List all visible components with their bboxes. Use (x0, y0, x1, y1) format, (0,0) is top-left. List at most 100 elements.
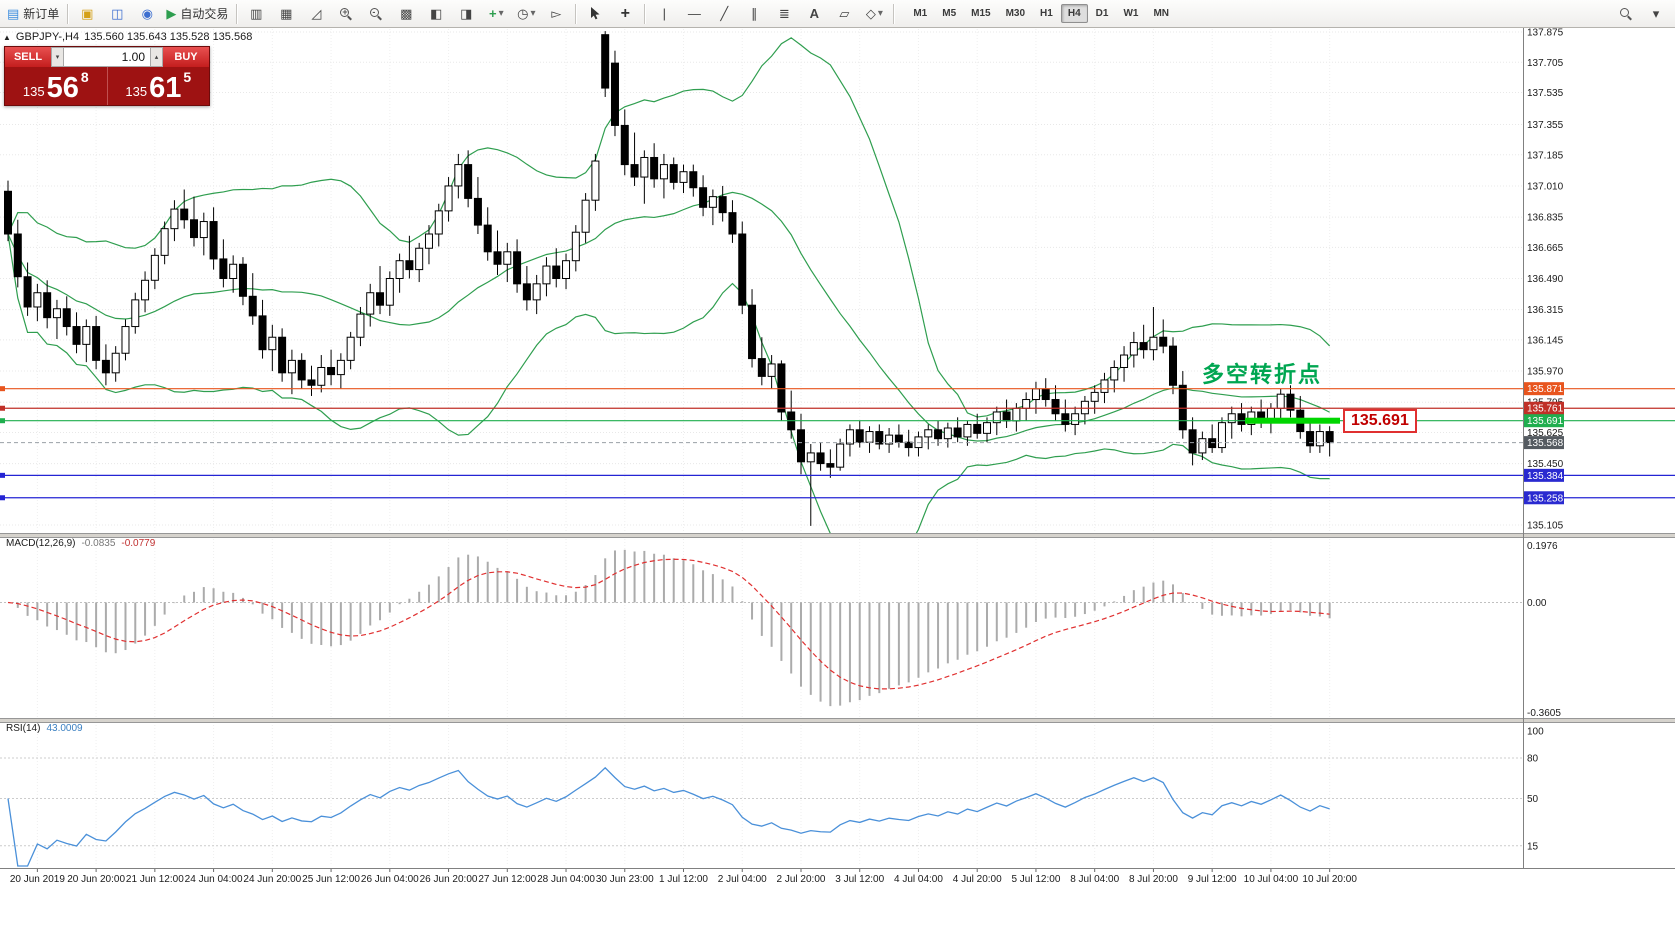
tile-windows-button[interactable]: ◧ (421, 2, 451, 26)
alerts-icon: ▣ (81, 6, 94, 21)
sell-price-digits: 56 (46, 72, 79, 105)
new-order-button[interactable]: ▤ 新订单 (3, 2, 63, 26)
symbol-ohlc: 135.560 135.643 135.528 135.568 (84, 31, 253, 43)
market-watch-icon: ◫ (111, 6, 124, 21)
price-axis-label: 137.185 (1527, 150, 1564, 161)
alerts-button[interactable]: ▣ (72, 2, 102, 26)
macd-axis-label: 0.00 (1527, 598, 1547, 609)
price-axis-label: 135.105 (1527, 521, 1564, 532)
crosshair-button[interactable]: + (610, 2, 640, 26)
chevron-down-icon: ▾ (1652, 6, 1660, 21)
zoom-in-icon: + (340, 7, 352, 20)
rsi-name: RSI(14) (6, 723, 41, 734)
line-chart-button[interactable]: ◿ (301, 2, 331, 26)
price-axis-label: 135.450 (1527, 459, 1564, 470)
search-icon (1620, 7, 1632, 20)
buy-button[interactable]: BUY (163, 47, 209, 67)
text-label-icon: ▱ (839, 6, 850, 21)
zoom-in-button[interactable]: + (331, 2, 361, 26)
volume-up-button[interactable]: ▴ (150, 47, 163, 67)
cursor-icon (590, 7, 600, 20)
cursor-button[interactable] (580, 2, 610, 26)
refresh-button[interactable]: ◉ (132, 2, 162, 26)
timeframe-M5[interactable]: M5 (942, 8, 957, 19)
symbol-title: GBPJPY-,H4 (15, 31, 80, 43)
price-axis-label: 135.970 (1527, 367, 1564, 378)
price-axis-label: 136.490 (1527, 274, 1564, 285)
bar-chart-button[interactable]: ▥ (241, 2, 271, 26)
zoom-out-icon: - (370, 7, 382, 20)
arrows-button[interactable]: ◇ ▾ (859, 2, 889, 26)
timeframe-M30[interactable]: M30 (1005, 8, 1026, 19)
time-axis-label: 20 Jun 2019 (10, 874, 65, 885)
horizontal-line-objects[interactable] (0, 386, 1675, 501)
toolbar: ▤ 新订单 ▣ ◫ ◉ ▶ 自动交易 ▥ ▦ ◿ + - ▩ ◧ ◨ + ▾ ◷ ▾… (0, 0, 1675, 28)
timeframe-D1[interactable]: D1 (1095, 8, 1109, 19)
grid-layer (0, 29, 1523, 866)
price-badge (1524, 436, 1564, 450)
buy-price-display[interactable]: 135 61 5 (106, 67, 210, 105)
autotrading-button[interactable]: ▶ 自动交易 (162, 2, 232, 26)
highlight-line-segment[interactable] (1245, 417, 1340, 424)
tile-windows-icon: ◧ (430, 6, 443, 21)
chart-plot-area[interactable] (0, 29, 1523, 533)
macd-axis-label: 0.1976 (1527, 541, 1558, 552)
fibonacci-button[interactable]: ≣ (769, 2, 799, 26)
timeframe-MN[interactable]: MN (1153, 8, 1169, 19)
buy-price-digits: 61 (149, 72, 182, 105)
shapes-icon: ◇ (865, 6, 876, 21)
bollinger-bands (7, 37, 1331, 534)
price-axis[interactable]: 137.875 137.705 137.535 137.355 137.185 137.0… (1524, 28, 1674, 869)
trade-panel-prices: 135 56 8 135 61 5 (5, 67, 209, 105)
periods-button[interactable]: ◷ ▾ (511, 2, 541, 26)
timeframe-W1[interactable]: W1 (1123, 8, 1139, 19)
rsi-indicator (0, 757, 1523, 867)
toolbar-more-button[interactable]: ▾ (1641, 2, 1671, 26)
time-axis-label: 20 Jun 20:00 (67, 874, 125, 885)
time-axis-label: 26 Jun 04:00 (361, 874, 419, 885)
timeframe-M1[interactable]: M1 (913, 8, 928, 19)
sell-button[interactable]: SELL (5, 47, 51, 67)
chart-shift-button[interactable]: ▻ (541, 2, 571, 26)
grid-button[interactable]: ▩ (391, 2, 421, 26)
text-label-button[interactable]: ▱ (829, 2, 859, 26)
time-axis-label: 2 Jul 20:00 (777, 874, 826, 885)
crosshair-icon: + (620, 4, 630, 22)
time-axis-label: 3 Jul 12:00 (835, 874, 884, 885)
channel-button[interactable]: ∥ (739, 2, 769, 26)
vertical-line-button[interactable]: | (649, 2, 679, 26)
cascade-windows-button[interactable]: ◨ (451, 2, 481, 26)
hline-anchor (0, 405, 5, 411)
zoom-out-button[interactable]: - (361, 2, 391, 26)
macd-signal-value: -0.0779 (121, 538, 156, 549)
rsi-value: 43.0009 (46, 723, 83, 734)
trendline-button[interactable]: ╱ (709, 2, 739, 26)
sell-price-display[interactable]: 135 56 8 (5, 67, 107, 105)
timeframe-M15[interactable]: M15 (971, 8, 991, 19)
one-click-trading-panel: SELL ▾ 1.00 ▴ BUY 135 56 8 135 61 5 (4, 46, 210, 106)
candlestick-chart-button[interactable]: ▦ (271, 2, 301, 26)
chevron-down-icon: ▾ (530, 7, 536, 19)
volume-input[interactable]: 1.00 (64, 47, 150, 67)
time-axis-label: 30 Jun 23:00 (596, 874, 654, 885)
market-watch-button[interactable]: ◫ (102, 2, 132, 26)
search-button[interactable] (1611, 2, 1641, 26)
timeframe-H4[interactable]: H4 (1060, 4, 1088, 23)
rsi-axis-label: 15 (1527, 841, 1539, 852)
text-tool-button[interactable]: A (799, 2, 829, 26)
price-axis-label: 136.315 (1527, 305, 1564, 316)
time-axis-label: 25 Jun 12:00 (302, 874, 360, 885)
indicators-button[interactable]: + ▾ (481, 2, 511, 26)
time-axis-label: 26 Jun 20:00 (420, 874, 478, 885)
chart-shift-icon: ▻ (551, 6, 562, 21)
price-axis-label: 137.875 (1527, 28, 1564, 39)
time-axis[interactable]: 20 Jun 2019 20 Jun 20:00 21 Jun 12:00 24 Ju… (0, 869, 1675, 891)
price-badge (1524, 468, 1564, 482)
one-click-toggle-icon[interactable]: ▲ (3, 32, 11, 42)
rsi-axis-label: 100 (1527, 727, 1544, 738)
time-axis-label: 27 Jun 12:00 (478, 874, 536, 885)
price-badge-label: 135.761 (1527, 404, 1564, 415)
volume-down-button[interactable]: ▾ (51, 47, 64, 67)
timeframe-H1[interactable]: H1 (1040, 8, 1053, 19)
horizontal-line-button[interactable]: — (679, 2, 709, 26)
